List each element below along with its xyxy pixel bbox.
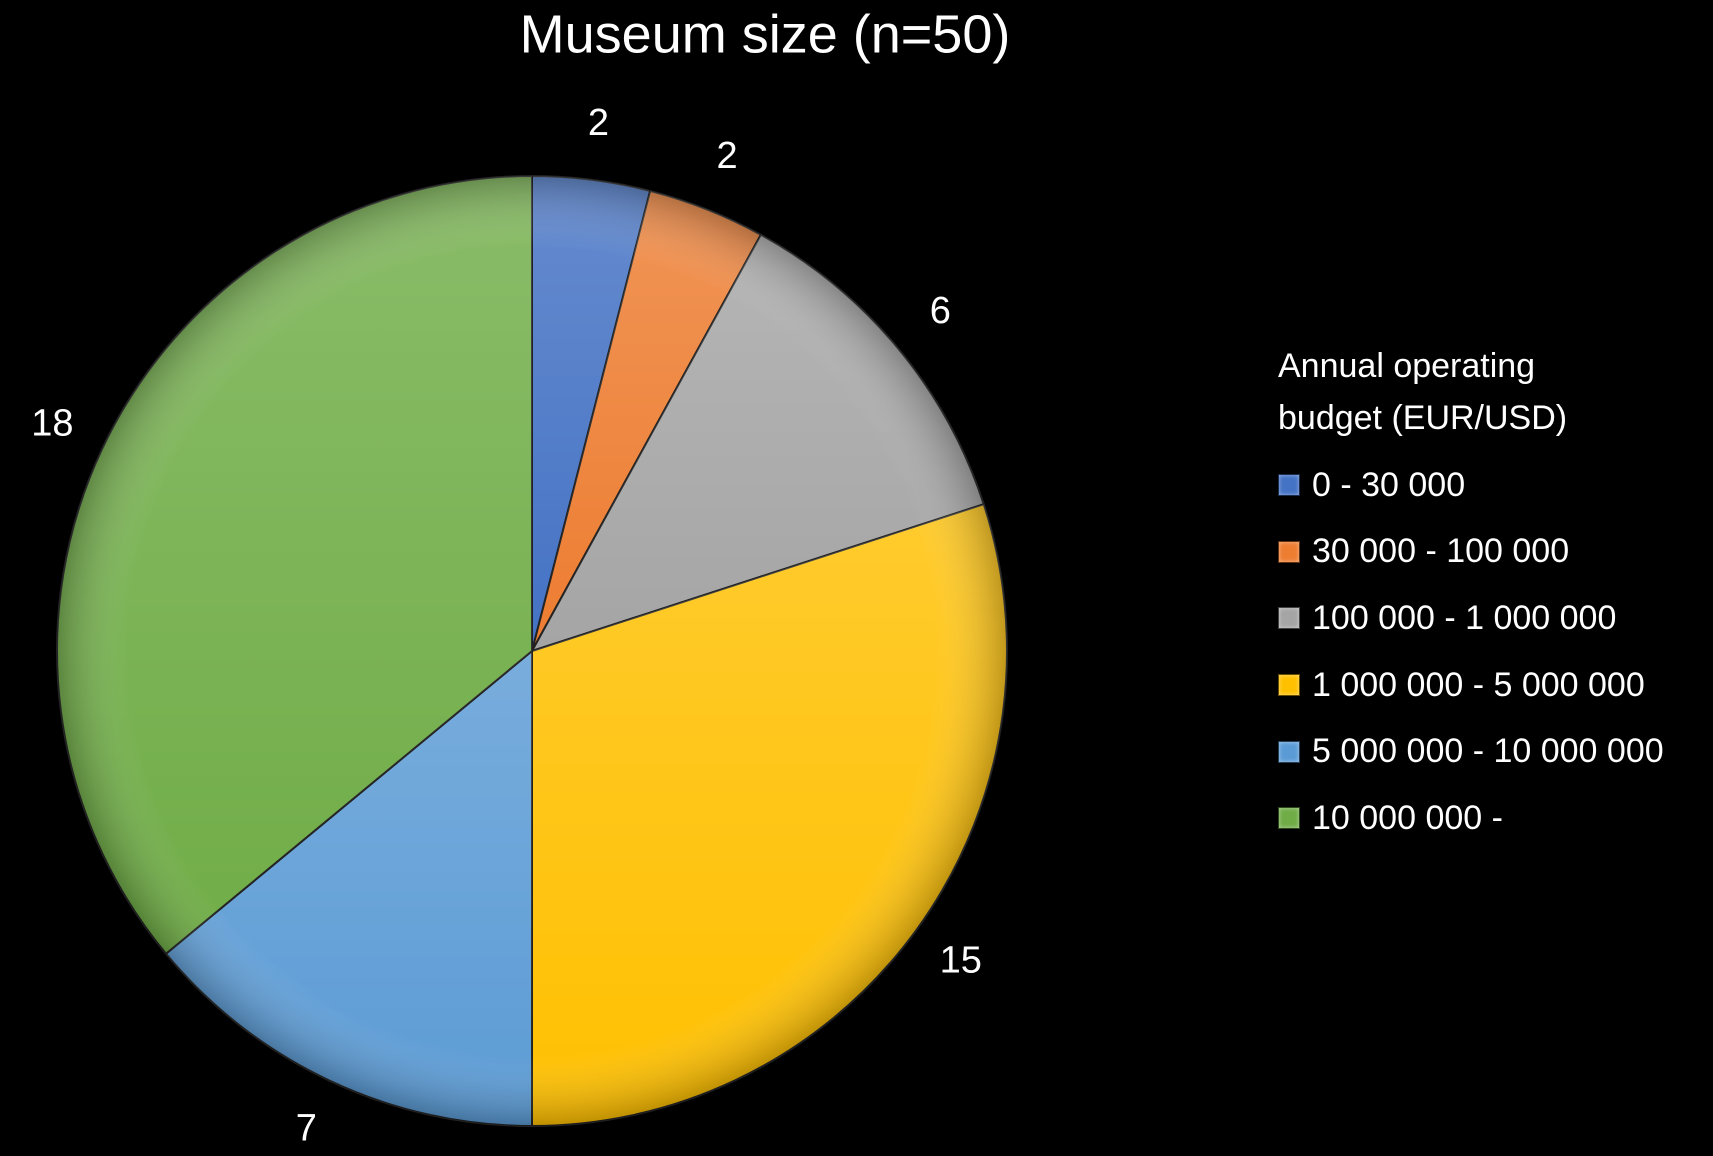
legend-label: 10 000 000 - (1312, 798, 1503, 837)
data-label: 7 (296, 1108, 317, 1150)
legend-swatch (1278, 807, 1300, 830)
data-label: 2 (717, 135, 738, 177)
legend: Annual operating budget (EUR/USD) 0 - 30… (1278, 340, 1698, 852)
legend-swatch (1278, 474, 1300, 497)
chart-title: Museum size (n=50) (520, 4, 1011, 64)
legend-label: 0 - 30 000 (1312, 465, 1466, 504)
legend-swatch (1278, 540, 1300, 563)
legend-swatch (1278, 674, 1300, 697)
legend-item: 1 000 000 - 5 000 000 (1278, 652, 1698, 719)
data-label: 18 (31, 402, 73, 444)
legend-label: 100 000 - 1 000 000 (1312, 598, 1617, 637)
legend-item: 0 - 30 000 (1278, 452, 1698, 519)
legend-label: 1 000 000 - 5 000 000 (1312, 665, 1645, 704)
legend-swatch (1278, 740, 1300, 763)
legend-label: 30 000 - 100 000 (1312, 532, 1570, 571)
legend-title: Annual operating budget (EUR/USD) (1278, 347, 1568, 437)
legend-item: 5 000 000 - 10 000 000 (1278, 718, 1698, 785)
legend-swatch (1278, 607, 1300, 630)
data-label: 2 (588, 102, 609, 144)
data-label: 15 (940, 940, 982, 982)
legend-item: 10 000 000 - (1278, 785, 1698, 852)
data-label: 6 (930, 290, 951, 332)
legend-item: 30 000 - 100 000 (1278, 519, 1698, 586)
slices (56, 174, 1008, 1128)
legend-item: 100 000 - 1 000 000 (1278, 585, 1698, 652)
legend-label: 5 000 000 - 10 000 000 (1312, 732, 1664, 771)
